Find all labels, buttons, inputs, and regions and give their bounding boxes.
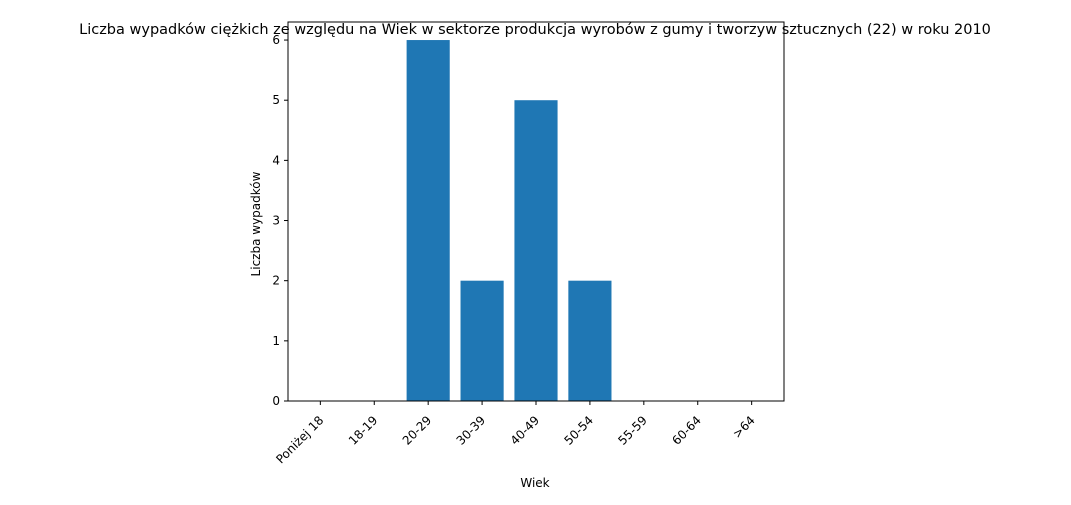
- y-axis-label: Liczba wypadków: [249, 171, 263, 276]
- bar-6: [568, 280, 612, 401]
- bar-3: [406, 40, 450, 402]
- x-axis-ticks: Poniżej 18 18-19 20-29 30-39 40-49 50-54 55-59…: [273, 401, 758, 466]
- y-tick-label: 2: [272, 274, 280, 288]
- x-tick-label: 60-64: [669, 413, 704, 448]
- bar-4: [460, 280, 504, 401]
- y-tick-label: 5: [272, 93, 280, 107]
- bars-layer: [406, 40, 612, 402]
- x-tick-label: 20-29: [400, 413, 435, 448]
- y-tick-label: 1: [272, 334, 280, 348]
- x-tick-label: 40-49: [508, 413, 543, 448]
- y-tick-label: 6: [272, 33, 280, 47]
- y-tick-label: 4: [272, 153, 280, 167]
- bar-5: [514, 100, 558, 401]
- x-tick-label: 55-59: [615, 413, 650, 448]
- x-tick-label: 18-19: [346, 413, 381, 448]
- y-tick-label: 3: [272, 214, 280, 228]
- x-tick-label: >64: [730, 413, 758, 441]
- x-tick-label: Poniżej 18: [273, 413, 326, 466]
- x-tick-label: 30-39: [454, 413, 489, 448]
- y-tick-label: 0: [272, 394, 280, 408]
- y-axis-ticks: 0 1 2 3 4 5 6: [272, 33, 288, 408]
- chart-title: Liczba wypadków ciężkich ze względu na W…: [79, 22, 991, 38]
- x-axis-label: Wiek: [520, 476, 549, 490]
- x-tick-label: 50-54: [561, 413, 596, 448]
